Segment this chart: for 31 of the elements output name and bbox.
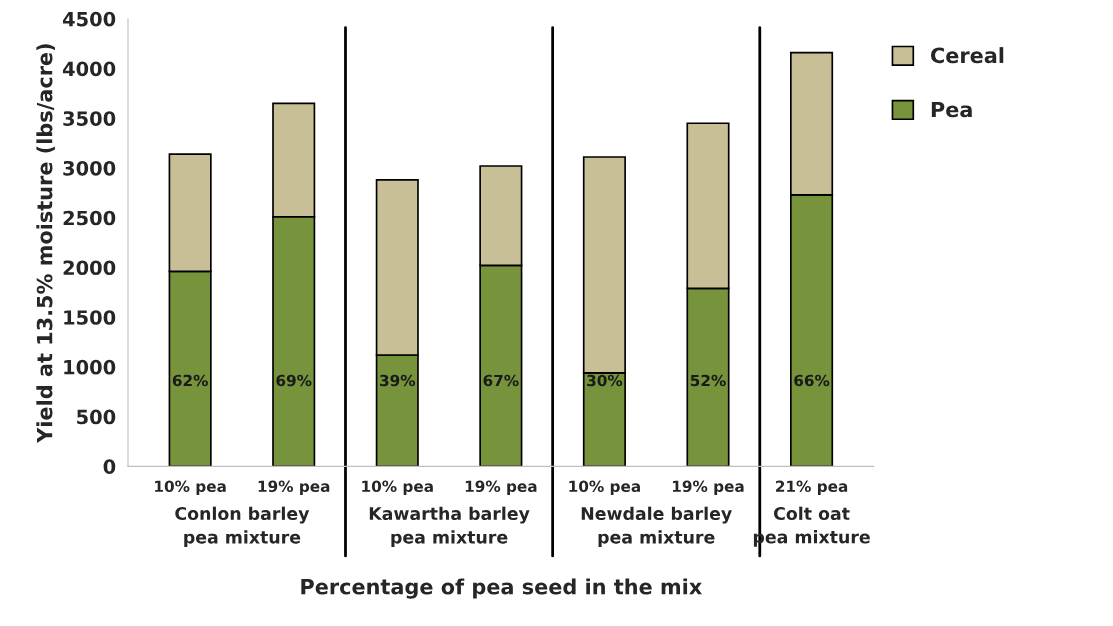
x-tick-label: 21% pea bbox=[776, 480, 848, 496]
annotation: 39% bbox=[380, 374, 416, 387]
annotation: 66% bbox=[794, 374, 830, 387]
x-tick-label: 19% pea bbox=[672, 480, 744, 496]
y-axis-title: Yield at 13.5% moisture (lbs/acre) bbox=[36, 44, 55, 443]
text: Conlon barley pea mixture bbox=[175, 506, 310, 547]
text: Newdale barley pea mixture bbox=[581, 506, 732, 547]
y-tick-label: 3000 bbox=[63, 160, 116, 176]
y-tick-label: 2000 bbox=[63, 260, 116, 276]
x-tick-label: 19% pea bbox=[258, 480, 330, 496]
y-tick-label: 0 bbox=[103, 459, 116, 475]
x-tick-label: 10% pea bbox=[569, 480, 640, 496]
annotation: 62% bbox=[172, 374, 208, 387]
x-axis-title: Percentage of pea seed in the mix bbox=[301, 578, 702, 599]
y-tick-label: 4000 bbox=[62, 61, 116, 77]
y-tick-label: 4500 bbox=[62, 11, 116, 27]
legend-label: Cereal bbox=[930, 47, 1004, 64]
x-tick-label: 10% pea bbox=[362, 480, 433, 496]
annotation: 52% bbox=[690, 374, 726, 387]
y-tick-label: 2500 bbox=[63, 210, 116, 226]
legend-label: Pea bbox=[931, 101, 972, 118]
x-tick-label: 19% pea bbox=[465, 480, 537, 496]
text: Kawartha barley pea mixture bbox=[369, 506, 530, 547]
y-tick-label: 3500 bbox=[63, 111, 116, 126]
x-tick-label: 10% pea bbox=[155, 480, 226, 496]
annotation: 69% bbox=[276, 374, 312, 387]
y-tick-label: 1500 bbox=[64, 310, 116, 325]
y-tick-label: 1000 bbox=[64, 359, 116, 375]
annotation: 67% bbox=[483, 374, 519, 387]
annotation: 30% bbox=[587, 374, 623, 387]
y-tick-label: 500 bbox=[77, 409, 116, 425]
